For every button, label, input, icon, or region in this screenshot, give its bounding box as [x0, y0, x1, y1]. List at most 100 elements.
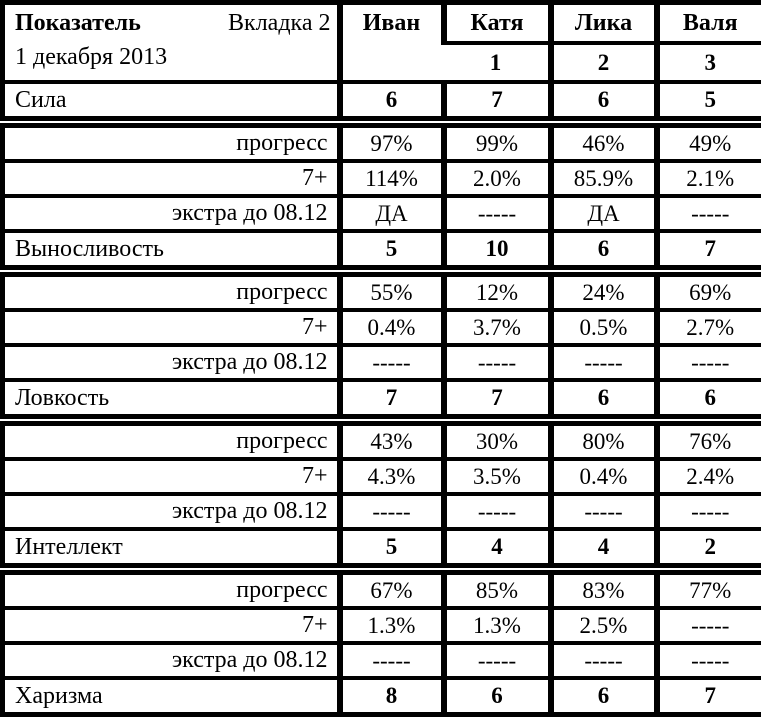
cell: 2.7% — [657, 310, 761, 345]
stat-value: 5 — [340, 231, 444, 268]
table-row: экстра до 08.12 ДА ----- ДА ----- — [3, 196, 761, 231]
cell: 46% — [551, 126, 657, 162]
person-number: 2 — [551, 43, 657, 82]
cell: 2.5% — [551, 608, 657, 643]
header-block: Показатель Вкладка 2 1 декабря 2013 Иван… — [0, 0, 761, 121]
cell: ----- — [551, 643, 657, 678]
cell: 67% — [340, 573, 444, 609]
stat-value: 6 — [551, 231, 657, 268]
cell: ----- — [340, 345, 444, 380]
cell: ----- — [551, 345, 657, 380]
section-name: Выносливость — [3, 231, 340, 268]
stat-value: 6 — [551, 380, 657, 417]
cell: 114% — [340, 161, 444, 196]
person-name: Валя — [657, 3, 761, 44]
section-row: Сила 6 7 6 5 — [3, 82, 761, 119]
stat-value: 2 — [657, 529, 761, 566]
table-row: прогресс 97% 99% 46% 49% — [3, 126, 761, 162]
row-label: 7+ — [3, 608, 340, 643]
header-date: 1 декабря 2013 — [15, 40, 331, 74]
header-label-cell: Показатель Вкладка 2 1 декабря 2013 — [3, 3, 340, 83]
cell: ----- — [657, 643, 761, 678]
cell: 12% — [444, 275, 551, 311]
cell: 49% — [657, 126, 761, 162]
stat-value: 7 — [657, 678, 761, 715]
cell: 99% — [444, 126, 551, 162]
cell: 83% — [551, 573, 657, 609]
cell: 55% — [340, 275, 444, 311]
cell: ----- — [444, 345, 551, 380]
stat-value: 5 — [657, 82, 761, 119]
table-row: 7+ 0.4% 3.7% 0.5% 2.7% — [3, 310, 761, 345]
cell: 30% — [444, 424, 551, 460]
section-row: Ловкость 7 7 6 6 — [3, 380, 761, 417]
cell: ----- — [657, 345, 761, 380]
stat-value: 8 — [340, 678, 444, 715]
person-number: 1 — [444, 43, 551, 82]
stat-value: 7 — [340, 380, 444, 417]
cell: 0.4% — [551, 459, 657, 494]
cell: 0.5% — [551, 310, 657, 345]
table-row: экстра до 08.12 ----- ----- ----- ----- — [3, 345, 761, 380]
detail-block: прогресс 97% 99% 46% 49% 7+ 114% 2.0% 85… — [0, 123, 761, 270]
cell: ----- — [444, 494, 551, 529]
table-row: 7+ 1.3% 1.3% 2.5% ----- — [3, 608, 761, 643]
detail-block: прогресс 43% 30% 80% 76% 7+ 4.3% 3.5% 0.… — [0, 421, 761, 568]
cell: ----- — [340, 643, 444, 678]
detail-block: прогресс 55% 12% 24% 69% 7+ 0.4% 3.7% 0.… — [0, 272, 761, 419]
cell: 85% — [444, 573, 551, 609]
stat-value: 7 — [444, 82, 551, 119]
table-row: Показатель Вкладка 2 1 декабря 2013 Иван… — [3, 3, 761, 44]
stat-value: 4 — [551, 529, 657, 566]
cell: 43% — [340, 424, 444, 460]
table-row: экстра до 08.12 ----- ----- ----- ----- — [3, 494, 761, 529]
cell: 4.3% — [340, 459, 444, 494]
header-line1: Показатель Вкладка 2 — [15, 6, 331, 40]
row-label: прогресс — [3, 126, 340, 162]
stat-value: 6 — [340, 82, 444, 119]
table-row: экстра до 08.12 ----- ----- ----- ----- — [3, 643, 761, 678]
person-name: Иван — [340, 3, 444, 83]
cell: 1.3% — [340, 608, 444, 643]
section-name: Ловкость — [3, 380, 340, 417]
row-label: прогресс — [3, 424, 340, 460]
cell: 80% — [551, 424, 657, 460]
cell: ----- — [444, 643, 551, 678]
stat-value: 5 — [340, 529, 444, 566]
section-name: Харизма — [3, 678, 340, 715]
cell: 2.4% — [657, 459, 761, 494]
stat-value: 10 — [444, 231, 551, 268]
row-label: 7+ — [3, 459, 340, 494]
cell: ----- — [657, 608, 761, 643]
cell: ----- — [340, 494, 444, 529]
section-name: Сила — [3, 82, 340, 119]
cell: 2.0% — [444, 161, 551, 196]
cell: ----- — [551, 494, 657, 529]
stat-value: 4 — [444, 529, 551, 566]
table-row: 7+ 114% 2.0% 85.9% 2.1% — [3, 161, 761, 196]
stat-value: 7 — [657, 231, 761, 268]
stat-value: 6 — [657, 380, 761, 417]
section-row: Выносливость 5 10 6 7 — [3, 231, 761, 268]
stat-value: 6 — [551, 82, 657, 119]
cell: 69% — [657, 275, 761, 311]
table-row: прогресс 67% 85% 83% 77% — [3, 573, 761, 609]
person-number: 3 — [657, 43, 761, 82]
row-label: экстра до 08.12 — [3, 345, 340, 380]
person-name: Лика — [551, 3, 657, 44]
cell: ----- — [657, 196, 761, 231]
cell: 76% — [657, 424, 761, 460]
header-tab: Вкладка 2 — [228, 6, 330, 40]
person-name: Катя — [444, 3, 551, 44]
cell: 3.5% — [444, 459, 551, 494]
cell: 1.3% — [444, 608, 551, 643]
row-label: экстра до 08.12 — [3, 494, 340, 529]
stat-value: 6 — [444, 678, 551, 715]
cell: 97% — [340, 126, 444, 162]
table-row: прогресс 55% 12% 24% 69% — [3, 275, 761, 311]
cell: ----- — [657, 494, 761, 529]
header-title: Показатель — [15, 6, 141, 40]
cell: ДА — [551, 196, 657, 231]
section-row: Интеллект 5 4 4 2 — [3, 529, 761, 566]
